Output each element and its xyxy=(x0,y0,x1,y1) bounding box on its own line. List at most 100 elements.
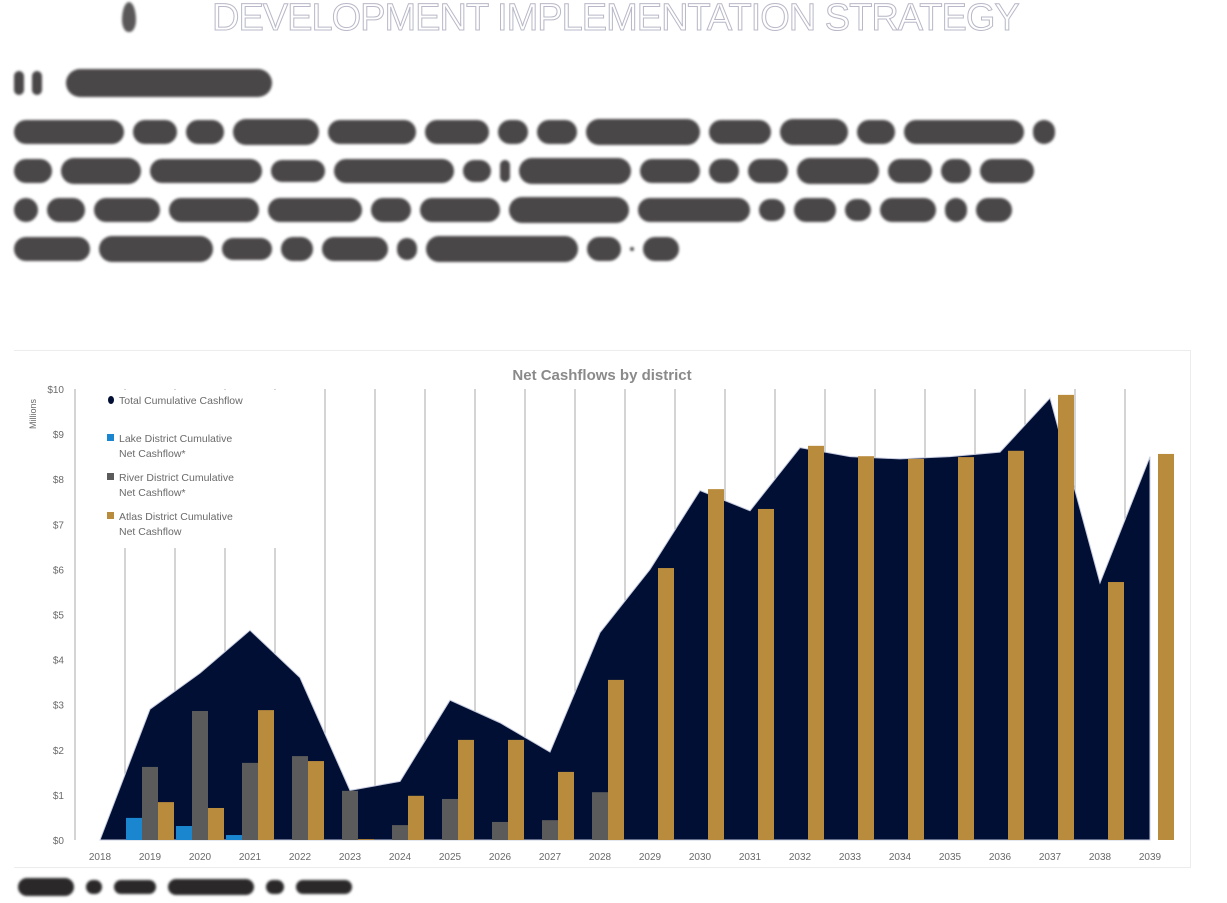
x-tick-label: 2024 xyxy=(389,852,412,863)
paragraph-line xyxy=(14,235,1184,263)
y-tick-label: $6 xyxy=(53,565,65,576)
bar-atlas-2036 xyxy=(1008,450,1024,840)
legend-item: Lake District Cumulative Net Cashflow* xyxy=(107,433,232,460)
y-tick-label: $4 xyxy=(53,656,65,667)
subsection-title-blur xyxy=(66,69,272,97)
bar-river-2020 xyxy=(192,711,208,840)
bar-river-2024 xyxy=(392,825,408,840)
bar-atlas-2020 xyxy=(208,807,224,840)
bar-atlas-2037 xyxy=(1058,394,1074,840)
legend: Total Cumulative Cashflow Lake District C… xyxy=(100,390,280,548)
bar-atlas-2039 xyxy=(1158,453,1174,840)
x-tick-label: 2037 xyxy=(1039,852,1062,863)
paragraph-line xyxy=(14,157,1184,185)
y-tick-label: $10 xyxy=(47,385,64,396)
y-tick-label: $9 xyxy=(53,430,65,441)
legend-label: Total Cumulative Cashflow xyxy=(119,395,243,407)
subsection-heading: 4.1 Financial Plan xyxy=(14,66,272,100)
y-axis-ticks: $0 $1 $2 $3 $4 $5 $6 $7 $8 $9 $10 xyxy=(47,385,64,847)
paragraph-line xyxy=(14,196,1184,224)
legend-item: Atlas District Cumulative Net Cashflow xyxy=(107,511,233,538)
x-tick-label: 2021 xyxy=(239,852,262,863)
bar-river-2025 xyxy=(442,798,458,840)
legend-label: Atlas District Cumulative xyxy=(119,511,233,523)
paragraph-line xyxy=(14,118,1184,146)
x-tick-label: 2028 xyxy=(589,852,612,863)
y-axis-label: Millions xyxy=(28,399,38,430)
x-tick-label: 2029 xyxy=(639,852,662,863)
legend-label: River District Cumulative xyxy=(119,472,234,484)
bar-atlas-2033 xyxy=(858,456,874,840)
x-tick-label: 2034 xyxy=(889,852,912,863)
legend-marker-icon xyxy=(107,434,114,441)
x-tick-label: 2033 xyxy=(839,852,862,863)
bar-river-2028 xyxy=(592,792,608,840)
legend-label: Net Cashflow xyxy=(119,526,182,538)
body-paragraph: To ensure that the funding sources cover… xyxy=(14,118,1184,274)
x-tick-label: 2026 xyxy=(489,852,512,863)
x-tick-label: 2018 xyxy=(89,852,112,863)
y-tick-label: $5 xyxy=(53,611,65,622)
bar-atlas-2030 xyxy=(708,489,724,840)
x-tick-label: 2022 xyxy=(289,852,312,863)
figure-caption: Figure 4: Net Cashflows by District xyxy=(18,878,352,896)
y-tick-label: $0 xyxy=(53,836,65,847)
x-tick-label: 2038 xyxy=(1089,852,1112,863)
bar-river-2027 xyxy=(542,820,558,840)
legend-marker-icon xyxy=(107,512,114,519)
legend-label: Lake District Cumulative xyxy=(119,433,232,445)
bar-atlas-2034 xyxy=(908,458,924,840)
bar-atlas-2024 xyxy=(408,795,424,840)
legend-marker-icon xyxy=(107,473,114,480)
bar-atlas-2028 xyxy=(608,679,624,840)
bar-atlas-2035 xyxy=(958,457,974,840)
x-axis-ticks: 2018 2019 2020 2021 2022 2023 2024 2025 2026 2027… xyxy=(89,852,1162,863)
legend-item: Total Cumulative Cashflow xyxy=(108,395,243,407)
bar-lake-2020 xyxy=(176,826,192,840)
bar-river-2023 xyxy=(342,790,358,840)
y-tick-label: $3 xyxy=(53,701,65,712)
bar-river-2022 xyxy=(292,756,308,840)
bar-atlas-2022 xyxy=(308,761,324,840)
x-tick-label: 2025 xyxy=(439,852,462,863)
bar-lake-2019 xyxy=(126,817,142,840)
bar-atlas-2032 xyxy=(808,445,824,840)
section-title: DEVELOPMENT IMPLEMENTATION STRATEGY xyxy=(212,0,1021,40)
bar-atlas-2026 xyxy=(508,739,524,840)
bar-atlas-2019 xyxy=(158,802,174,840)
x-tick-label: 2020 xyxy=(189,852,212,863)
y-tick-label: $2 xyxy=(53,746,65,757)
legend-item: River District Cumulative Net Cashflow* xyxy=(107,472,234,499)
y-tick-label: $7 xyxy=(53,520,65,531)
x-tick-label: 2032 xyxy=(789,852,812,863)
y-tick-label: $8 xyxy=(53,475,65,486)
legend-label: Net Cashflow* xyxy=(119,487,186,499)
x-tick-label: 2023 xyxy=(339,852,362,863)
section-number-glyph xyxy=(122,2,136,32)
x-tick-label: 2030 xyxy=(689,852,712,863)
legend-marker-icon xyxy=(108,396,114,404)
subsection-number-blur xyxy=(32,71,42,95)
legend-background xyxy=(100,390,280,548)
x-tick-label: 2019 xyxy=(139,852,162,863)
x-tick-label: 2036 xyxy=(989,852,1012,863)
x-tick-label: 2039 xyxy=(1139,852,1162,863)
bars xyxy=(126,394,1174,840)
subsection-number-blur xyxy=(14,71,24,95)
bar-atlas-2038 xyxy=(1108,582,1124,840)
chart-title: Net Cashflows by district xyxy=(512,367,691,384)
chart-frame xyxy=(14,350,1191,868)
section-number: 4 xyxy=(122,2,146,34)
x-tick-label: 2035 xyxy=(939,852,962,863)
legend-label: Net Cashflow* xyxy=(119,448,186,460)
bar-lake-2021 xyxy=(226,835,242,840)
bar-atlas-2027 xyxy=(558,771,574,840)
bar-river-2019 xyxy=(142,766,158,840)
bar-river-2026 xyxy=(492,821,508,840)
bar-atlas-2031 xyxy=(758,508,774,840)
bar-atlas-2029 xyxy=(658,568,674,840)
x-tick-label: 2031 xyxy=(739,852,762,863)
bar-atlas-2021 xyxy=(258,710,274,840)
x-tick-label: 2027 xyxy=(539,852,562,863)
y-tick-label: $1 xyxy=(53,791,65,802)
